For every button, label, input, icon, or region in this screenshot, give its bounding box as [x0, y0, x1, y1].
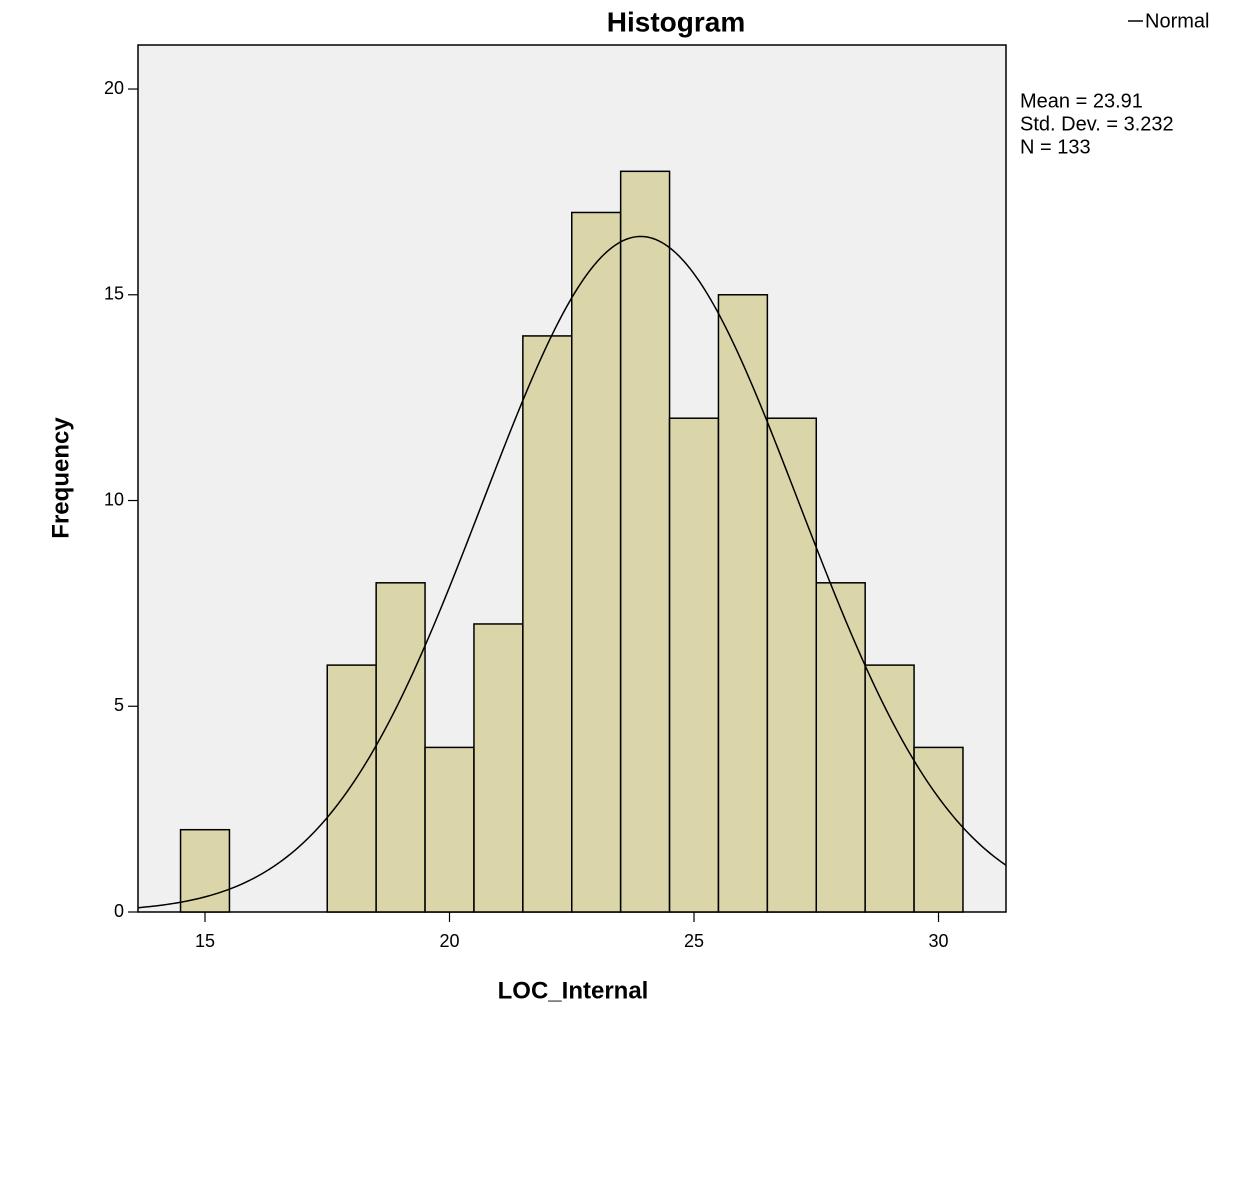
- bar: [523, 336, 572, 912]
- x-tick-label: 20: [439, 931, 459, 951]
- bar: [865, 665, 914, 912]
- stat-mean: Mean = 23.91: [1020, 90, 1143, 112]
- y-axis-label: Frequency: [47, 417, 74, 539]
- x-axis-label: LOC_Internal: [498, 977, 649, 1004]
- stat-sd: Std. Dev. = 3.232: [1020, 113, 1174, 135]
- x-tick-label: 30: [929, 931, 949, 951]
- legend-label: Normal: [1145, 10, 1209, 32]
- bar: [474, 624, 523, 912]
- chart: Histogram LOC_Internal Frequency Normal …: [0, 0, 1234, 1198]
- bar: [621, 171, 670, 912]
- y-tick-label: 20: [104, 78, 124, 98]
- bar: [670, 418, 719, 912]
- bar: [327, 665, 376, 912]
- stat-n: N = 133: [1020, 136, 1091, 158]
- bar: [816, 583, 865, 912]
- y-tick-label: 15: [104, 284, 124, 304]
- bar: [181, 830, 230, 912]
- bar: [376, 583, 425, 912]
- y-tick-label: 5: [114, 695, 124, 715]
- x-tick-label: 15: [195, 931, 215, 951]
- y-tick-label: 10: [104, 489, 124, 509]
- bar: [718, 295, 767, 912]
- x-tick-label: 25: [684, 931, 704, 951]
- chart-title: Histogram: [607, 6, 745, 37]
- bar: [572, 212, 621, 912]
- bar: [767, 418, 816, 912]
- y-tick-label: 0: [114, 901, 124, 921]
- bar: [425, 747, 474, 912]
